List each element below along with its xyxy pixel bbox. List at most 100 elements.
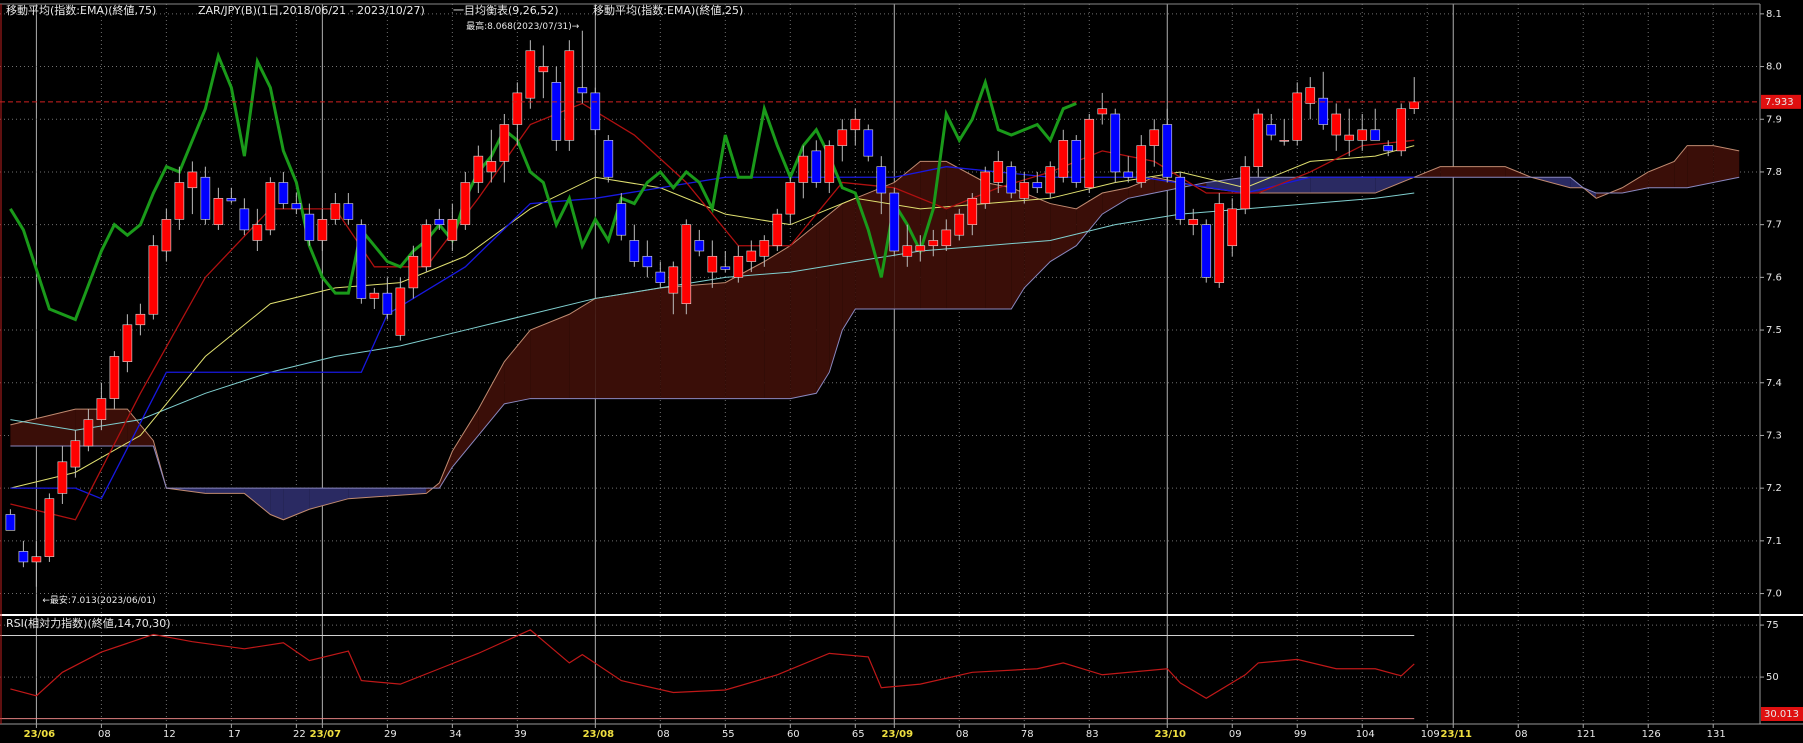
- y-tick-label: 7.5: [1766, 325, 1782, 336]
- candle-body: [993, 161, 1004, 183]
- candle-body: [5, 514, 16, 531]
- candle-body: [330, 203, 341, 220]
- x-tick-label: 08: [956, 729, 969, 740]
- candle-body: [1305, 87, 1316, 104]
- x-tick-label: 39: [514, 729, 527, 740]
- candle-body: [239, 208, 250, 231]
- cloud-segment: [1310, 177, 1376, 194]
- cloud-segment: [244, 488, 271, 515]
- candle-body: [1279, 140, 1290, 142]
- candle-body: [1071, 140, 1082, 183]
- cloud-segment: [10, 409, 76, 446]
- candle-body: [603, 140, 614, 178]
- candle-body: [317, 219, 328, 241]
- candle-body: [1006, 166, 1017, 194]
- candle-body: [798, 155, 809, 183]
- x-tick-label: 23/06: [24, 729, 56, 740]
- candle-body: [889, 192, 900, 252]
- candle-body: [824, 145, 835, 183]
- candle-body: [304, 213, 315, 241]
- indicator-line: [9, 51, 1077, 322]
- candle-body: [512, 92, 523, 125]
- candle-body: [109, 356, 120, 399]
- cloud-segment: [842, 198, 856, 331]
- candle-body: [148, 245, 159, 315]
- cloud-segment: [1180, 182, 1207, 188]
- candle-body: [382, 292, 393, 315]
- indicator-line: [10, 192, 1415, 431]
- candle-body: [161, 219, 172, 252]
- candle-body: [83, 419, 94, 447]
- rsi-marker-box: [1761, 707, 1803, 721]
- cloud-segment: [1024, 193, 1051, 288]
- annotation: ←最安:7.013(2023/06/01): [42, 594, 155, 606]
- candle-body: [44, 498, 55, 557]
- candle-body: [1396, 108, 1407, 152]
- candle-body: [1136, 145, 1147, 183]
- candle-body: [980, 171, 991, 204]
- y-tick-label: 7.1: [1766, 536, 1782, 547]
- candle-body: [1188, 219, 1199, 225]
- candle-body: [1162, 124, 1173, 178]
- x-tick-label: 29: [384, 729, 397, 740]
- candle-body: [31, 556, 42, 563]
- cloud-segment: [1674, 145, 1688, 188]
- candle-body: [837, 129, 848, 146]
- candle-body: [694, 240, 705, 252]
- candle-body: [447, 219, 458, 241]
- candle-body: [395, 287, 406, 336]
- candle-body: [759, 240, 770, 257]
- candle-body: [1227, 208, 1238, 247]
- candle-body: [785, 182, 796, 215]
- y-tick-label: 7.3: [1766, 430, 1782, 441]
- candle-body: [655, 271, 666, 283]
- y-tick-label: 7.0: [1766, 589, 1782, 600]
- x-tick-label: 22: [293, 729, 306, 740]
- candle-body: [278, 182, 289, 204]
- candle-body: [629, 240, 640, 262]
- candle-body: [733, 255, 744, 278]
- cloud-segment: [1440, 166, 1506, 178]
- candle-body: [928, 240, 939, 247]
- candle-body: [1331, 113, 1342, 136]
- cloud-segment: [439, 451, 453, 489]
- price-pane: [0, 30, 1760, 587]
- candle-body: [1370, 129, 1381, 141]
- x-tick-label: 99: [1294, 729, 1307, 740]
- y-tick-label: 8.0: [1766, 62, 1782, 73]
- x-tick-label: 55: [722, 729, 735, 740]
- y-tick-label: 7.9: [1766, 114, 1782, 125]
- indicator-line: [10, 145, 1415, 489]
- cloud-segment: [504, 330, 531, 404]
- y-tick-label: 50: [1766, 672, 1779, 683]
- candle-body: [525, 50, 536, 99]
- cloud-segment: [816, 214, 830, 394]
- x-tick-label: 126: [1642, 729, 1661, 740]
- candle-body: [291, 203, 302, 210]
- candle-body: [863, 129, 874, 157]
- x-tick-label: 78: [1021, 729, 1034, 740]
- candle-body: [1175, 176, 1186, 220]
- candle-body: [967, 198, 978, 225]
- x-tick-label: 34: [449, 729, 462, 740]
- candle-body: [1357, 129, 1368, 141]
- rsi-pane: [0, 629, 1415, 720]
- x-tick-label: 131: [1707, 729, 1726, 740]
- y-tick-label: 8.1: [1766, 9, 1782, 20]
- x-tick-label: 109: [1421, 729, 1440, 740]
- candle-body: [135, 313, 146, 326]
- cloud-segment: [595, 287, 661, 399]
- x-tick-label: 23/11: [1440, 729, 1472, 740]
- rsi-line: [10, 629, 1415, 699]
- candle-body: [720, 266, 731, 270]
- cloud-segment: [790, 224, 817, 399]
- cloud-segment: [1050, 203, 1077, 262]
- labels: 移動平均(指数:EMA)(終値,75) ZAR/JPY(B)(1日,2018/0…: [6, 3, 743, 630]
- x-tick-label: 08: [1515, 729, 1528, 740]
- candle-body: [850, 118, 861, 131]
- candle-body: [642, 255, 653, 268]
- rsi-title: RSI(相対力指数)(終値,14,70,30): [6, 616, 171, 630]
- candle-body: [915, 245, 926, 252]
- cloud-segment: [660, 282, 726, 399]
